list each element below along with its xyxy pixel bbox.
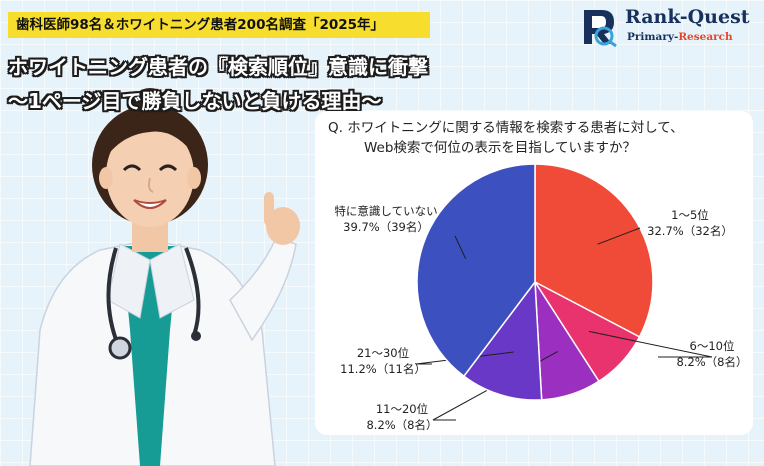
slice-value-label: 11.2%（11名）: [340, 362, 426, 376]
slice-name-label: 21〜30位: [357, 346, 409, 360]
logo-subtitle: Primary-Research: [627, 31, 733, 43]
survey-tag: 歯科医師98名＆ホワイトニング患者200名調査「2025年」: [8, 12, 430, 38]
slice-name-label: 特に意識していない: [334, 204, 437, 218]
doctor-illustration: [29, 88, 300, 466]
slice-name-label: 1〜5位: [671, 208, 709, 222]
slice-value-label: 39.7%（39名）: [343, 220, 429, 234]
question-line-1: Q. ホワイトニングに関する情報を検索する患者に対して、: [328, 120, 684, 136]
question-line-2: Web検索で何位の表示を目指していますか？: [364, 140, 637, 156]
slice-value-label: 32.7%（32名）: [647, 224, 733, 238]
pie-slice: [462, 279, 543, 401]
slice-name-label: 11〜20位: [376, 402, 428, 416]
leader-line: [415, 351, 514, 365]
headline-title: ホワイトニング患者の『検索順位』意識に衝撃: [8, 55, 428, 79]
headline-subtitle: 〜1ページ目で勝負しないと負ける理由〜: [8, 89, 382, 113]
pie-slice: [416, 163, 536, 378]
slice-name-label: 6〜10位: [690, 339, 735, 353]
slice-value-label: 8.2%（8名）: [676, 355, 747, 369]
rq-logo-mark-icon: [584, 10, 617, 48]
leader-line: [588, 330, 713, 358]
leader-line: [597, 227, 641, 245]
logo-sub-research: Research: [678, 31, 733, 43]
question-text: Q. ホワイトニングに関する情報を検索する患者に対して、 Web検索で何位の表示…: [328, 118, 748, 158]
logo-sub-primary: Primary-: [627, 31, 679, 43]
logo: Rank-Quest Primary-Research: [578, 4, 762, 48]
slice-value-label: 8.2%（8名）: [366, 418, 437, 432]
logo-name: Rank-Quest: [625, 6, 750, 28]
pie-slice: [534, 163, 654, 338]
leader-line: [454, 235, 467, 259]
